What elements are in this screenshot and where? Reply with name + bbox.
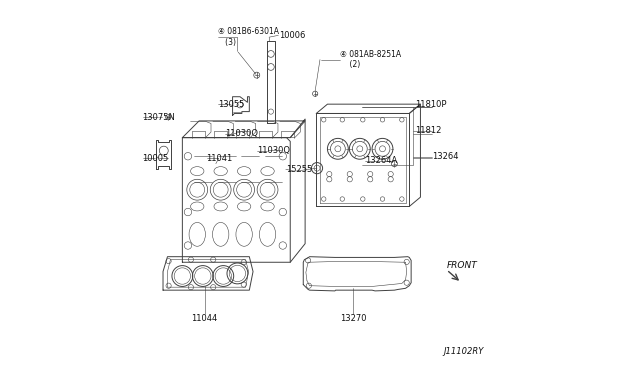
Text: 13270: 13270 bbox=[340, 314, 367, 323]
Text: 11030Q: 11030Q bbox=[257, 146, 290, 155]
Text: 11044: 11044 bbox=[191, 314, 218, 323]
Text: 10005: 10005 bbox=[143, 154, 169, 163]
Text: FRONT: FRONT bbox=[447, 262, 477, 270]
Text: 13264: 13264 bbox=[431, 153, 458, 161]
Text: 11030Q: 11030Q bbox=[225, 129, 258, 138]
Text: 11810P: 11810P bbox=[415, 100, 446, 109]
Text: 10006: 10006 bbox=[279, 31, 305, 40]
Text: 15255: 15255 bbox=[286, 165, 312, 174]
Text: J11102RY: J11102RY bbox=[444, 347, 484, 356]
Text: 13264A: 13264A bbox=[365, 156, 397, 165]
Text: ④ 081AB-8251A
    (2): ④ 081AB-8251A (2) bbox=[340, 50, 401, 69]
Text: 11812: 11812 bbox=[415, 126, 441, 135]
Text: 13075N: 13075N bbox=[143, 113, 175, 122]
Text: 13055: 13055 bbox=[218, 100, 244, 109]
Text: ④ 081B6-6301A
   (3): ④ 081B6-6301A (3) bbox=[218, 28, 278, 47]
Text: 11041: 11041 bbox=[207, 154, 233, 163]
